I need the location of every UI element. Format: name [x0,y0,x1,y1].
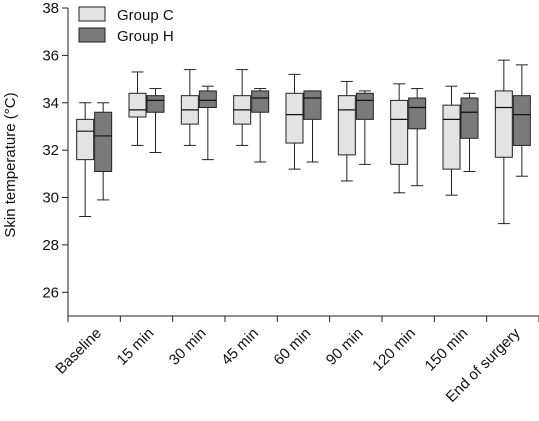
y-tick-label: 36 [42,47,59,64]
x-tick-label: 15 min [113,325,157,369]
y-axis: 26 28 30 32 34 36 38 [42,0,69,316]
box-group-h-3 [251,88,270,163]
box-iqr [494,90,513,158]
x-tick-label: 30 min [166,325,210,369]
y-tick-label: 30 [42,190,59,207]
y-tick-label: 34 [42,95,59,112]
x-tick-label: 120 min [369,325,419,375]
x-tick-label: 150 min [422,325,472,375]
box-iqr [94,111,113,172]
box-iqr [251,90,270,113]
box-group-h-7 [460,92,479,172]
box-iqr [512,95,531,146]
y-tick-label: 26 [42,284,59,301]
box-iqr [285,92,304,144]
box-iqr [146,95,165,113]
x-tick-label: Baseline [52,325,105,378]
box-group-c-1 [128,71,147,146]
y-axis-title: Skin temperature (°C) [2,92,19,237]
x-tick-label: 45 min [218,325,262,369]
box-iqr [442,104,461,170]
box-group-c-2 [180,69,199,146]
legend-label-group-c: Group C [117,7,174,24]
legend-swatch-group-c [78,6,106,22]
box-group-h-0 [94,102,113,201]
box-iqr [390,99,409,165]
box-group-h-5 [355,90,374,165]
box-group-c-3 [233,69,252,146]
legend-label-group-h: Group H [117,28,174,45]
x-tick-label: 60 min [270,325,314,369]
box-iqr [460,97,479,139]
y-tick-label: 38 [42,0,59,17]
box-iqr [355,92,374,120]
box-iqr [198,90,217,109]
box-group-h-1 [146,88,165,154]
box-series [76,59,531,225]
box-group-c-5 [337,80,356,182]
legend: Group C Group H [78,6,174,45]
legend-swatch-group-h [78,27,106,43]
x-tick-label: 90 min [323,325,367,369]
box-group-h-8 [512,64,531,177]
box-iqr [303,90,322,120]
box-group-c-4 [285,73,304,170]
box-group-c-6 [390,83,409,194]
x-axis: Baseline 15 min 30 min 45 min 60 min 90 min 12… [52,315,539,406]
y-tick-label: 28 [42,237,59,254]
box-iqr [337,95,356,156]
box-group-c-7 [442,85,461,196]
box-group-c-0 [76,102,95,217]
y-tick-label: 32 [42,142,59,159]
box-iqr [128,92,147,118]
box-iqr [76,118,95,161]
box-iqr [408,97,427,130]
box-group-h-2 [198,85,217,161]
box-group-h-4 [303,90,322,163]
box-group-c-8 [494,59,513,225]
box-group-h-6 [408,88,427,187]
